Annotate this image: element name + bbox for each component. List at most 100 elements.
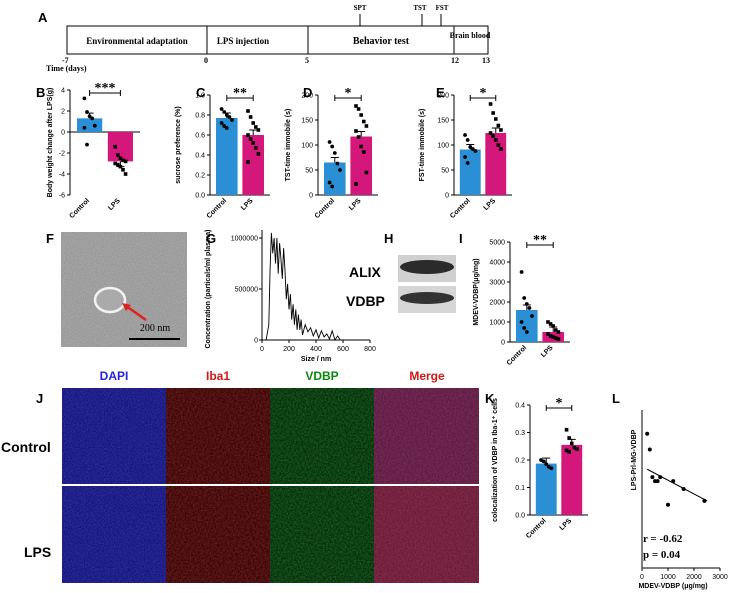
data-point xyxy=(567,436,571,440)
category-label: Control xyxy=(314,197,337,220)
x-tick-label: 400 xyxy=(310,346,322,353)
data-point xyxy=(465,161,470,165)
data-point xyxy=(522,296,527,300)
x-tick-label: 2000 xyxy=(686,574,702,581)
category-label: Control xyxy=(506,344,529,367)
time-tick: 0 xyxy=(204,56,208,65)
column-label-vdbp: VDBP xyxy=(305,369,338,383)
bar-control xyxy=(535,463,557,515)
data-point xyxy=(121,158,125,163)
data-point xyxy=(219,107,224,111)
data-point xyxy=(554,336,558,340)
panel-label-l: L xyxy=(612,391,620,406)
bar-control xyxy=(459,149,481,195)
x-tick-label: 200 xyxy=(283,346,295,353)
x-tick-label: 3000 xyxy=(712,574,728,581)
data-point xyxy=(655,479,660,484)
significance-mark: *** xyxy=(95,81,116,96)
x-tick-label: 0 xyxy=(260,346,264,353)
y-tick-label: 0.2 xyxy=(195,173,205,180)
data-point xyxy=(113,161,117,166)
data-point xyxy=(224,126,229,130)
data-point xyxy=(116,162,120,167)
category-label: Control xyxy=(449,197,472,220)
data-point xyxy=(554,328,558,332)
bar-control xyxy=(77,118,103,132)
data-point xyxy=(362,150,366,154)
data-point xyxy=(327,140,332,144)
data-point xyxy=(92,123,97,128)
data-point xyxy=(551,335,555,339)
data-point xyxy=(493,138,498,142)
y-tick-label: 150 xyxy=(437,118,449,125)
data-point xyxy=(546,320,550,324)
y-tick-label: 0.0 xyxy=(195,193,205,200)
data-point xyxy=(556,330,561,334)
y-axis-label: FST-time immobile (s) xyxy=(419,109,426,182)
data-point xyxy=(254,146,258,150)
significance-mark: * xyxy=(345,86,352,101)
data-point xyxy=(222,124,227,128)
data-point xyxy=(123,172,128,176)
y-tick-label: 1000 xyxy=(489,320,505,327)
significance-mark: ** xyxy=(233,86,247,101)
data-point xyxy=(87,114,92,119)
y-tick-label: 2 xyxy=(61,109,65,116)
phase-label: Brain blood xyxy=(450,31,491,40)
panel-label-g: G xyxy=(206,231,216,246)
y-tick-label: 50 xyxy=(441,168,449,175)
data-point xyxy=(246,109,250,113)
panel-label-a: A xyxy=(38,10,48,25)
data-point xyxy=(491,134,495,138)
data-point xyxy=(330,144,335,149)
data-point xyxy=(362,119,366,124)
significance-mark: ** xyxy=(533,233,547,248)
data-point xyxy=(499,147,503,151)
category-label: Control xyxy=(206,197,229,220)
y-tick-label: 50 xyxy=(305,168,313,175)
x-tick-label: 800 xyxy=(364,346,376,353)
time-tick: 13 xyxy=(482,56,490,65)
data-point xyxy=(488,102,493,106)
band-label-vdbp: VDBP xyxy=(346,293,385,309)
data-point xyxy=(666,502,670,507)
y-tick-label: 100 xyxy=(437,143,449,150)
column-label-merge: Merge xyxy=(409,369,445,383)
y-tick-label: 100 xyxy=(301,143,313,150)
data-point xyxy=(572,445,577,450)
y-axis-label: Concentration (particals/ml plasma) xyxy=(205,229,212,348)
phase-label: Behavior test xyxy=(353,36,410,47)
y-tick-label: 1.0 xyxy=(195,93,205,100)
data-point xyxy=(522,326,527,330)
data-point xyxy=(546,332,550,336)
panel-label-e: E xyxy=(436,85,445,100)
pointer-arrowhead xyxy=(122,303,131,311)
bar-control xyxy=(324,162,346,195)
data-point xyxy=(123,159,128,164)
data-point xyxy=(327,180,332,185)
y-tick-label: -6 xyxy=(59,193,65,200)
test-label-fst: FST xyxy=(436,4,449,12)
data-point xyxy=(493,117,498,121)
y-tick-label: 0 xyxy=(254,338,258,345)
significance-mark: * xyxy=(480,86,487,101)
data-point xyxy=(463,133,467,137)
size-distribution-line xyxy=(265,232,343,342)
chart-l: 0 1000 2000 3000 MDEV-VDBP (μg/mg) LPS-Prl-MG… xyxy=(631,410,728,590)
data-point xyxy=(524,330,529,334)
data-point xyxy=(219,121,224,125)
panel-label-d: D xyxy=(303,85,312,100)
data-point xyxy=(335,161,340,166)
data-point xyxy=(650,475,655,480)
data-point xyxy=(246,133,250,137)
data-point xyxy=(544,462,549,467)
data-point xyxy=(121,168,125,172)
data-point xyxy=(564,427,569,432)
bar-lps xyxy=(485,133,507,195)
column-label-dapi: DAPI xyxy=(100,369,129,383)
panel-label-i: I xyxy=(459,231,463,246)
data-point xyxy=(364,124,369,128)
data-point xyxy=(82,96,87,101)
